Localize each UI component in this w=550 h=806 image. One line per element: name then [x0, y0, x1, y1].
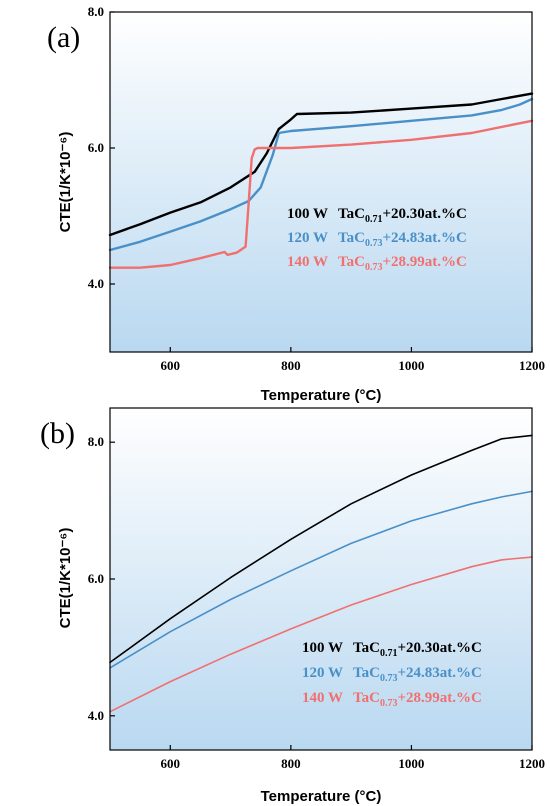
- legend-entry-2: 140 W TaC0.73+28.99at.%C: [287, 254, 467, 273]
- series-line-0: [109, 434, 533, 664]
- x-tick-label: 600: [161, 358, 181, 373]
- legend-subscript: 0.73: [380, 673, 398, 684]
- legend-entry-0: 100 W TaC0.71+20.30at.%C: [302, 640, 482, 659]
- y-tick-label: 4.0: [88, 708, 104, 723]
- legend-entry-0: 100 W TaC0.71+20.30at.%C: [287, 206, 467, 225]
- legend-composition: +28.99at.%C: [397, 690, 481, 706]
- legend-subscript: 0.73: [365, 262, 383, 273]
- y-axis-title: CTE(1/K*10⁻⁶): [57, 528, 74, 629]
- x-tick-label: 1200: [519, 358, 545, 373]
- plot-background: [110, 408, 532, 750]
- x-tick-label: 800: [281, 358, 301, 373]
- legend-formula: TaC: [353, 640, 380, 656]
- legend-subscript: 0.73: [365, 238, 383, 249]
- legend-formula: TaC: [338, 206, 365, 222]
- legend-subscript: 0.71: [365, 214, 383, 225]
- y-tick-label: 6.0: [88, 140, 104, 155]
- legend-formula: TaC: [353, 665, 380, 681]
- series-line-2: [109, 556, 533, 713]
- legend-composition: +20.30at.%C: [397, 640, 481, 656]
- legend-composition: +24.83at.%C: [397, 665, 481, 681]
- y-tick-label: 6.0: [88, 571, 104, 586]
- legend-power: 120 W: [287, 230, 328, 246]
- legend-formula: TaC: [338, 254, 365, 270]
- y-tick-label: 8.0: [88, 4, 104, 19]
- x-tick-label: 800: [281, 756, 301, 771]
- series-line-0: [108, 92, 534, 237]
- legend-formula: TaC: [353, 690, 380, 706]
- legend-formula: TaC: [338, 230, 365, 246]
- x-tick-label: 1200: [519, 756, 545, 771]
- panel-label: (b): [40, 417, 75, 450]
- series-line-1: [109, 490, 533, 669]
- x-axis-title: Temperature (°C): [261, 387, 382, 404]
- series-line-1: [108, 97, 534, 252]
- legend-power: 100 W: [302, 640, 343, 656]
- legend-composition: +20.30at.%C: [382, 206, 466, 222]
- plot-background: [110, 12, 532, 352]
- x-axis-title: Temperature (°C): [261, 788, 382, 805]
- y-tick-label: 4.0: [88, 276, 104, 291]
- chart-panel-b: 600 800 1000 1200 4.0 6.0 8.0 (b) Temperature (°…: [40, 407, 545, 805]
- legend-composition: +28.99at.%C: [382, 254, 466, 270]
- panel-label: (a): [47, 21, 80, 54]
- x-tick-label: 600: [161, 756, 181, 771]
- legend-power: 140 W: [287, 254, 328, 270]
- legend-entry-2: 140 W TaC0.73+28.99at.%C: [302, 690, 482, 709]
- y-axis-title: CTE(1/K*10⁻⁶): [57, 132, 74, 233]
- y-tick-label: 8.0: [88, 434, 104, 449]
- x-tick-label: 1000: [398, 358, 424, 373]
- x-tick-label: 1000: [398, 756, 424, 771]
- legend-power: 120 W: [302, 665, 343, 681]
- legend-composition: +24.83at.%C: [382, 230, 466, 246]
- series-line-2: [108, 119, 534, 269]
- chart-panel-a: 600 800 1000 1200 4.0 6.0 8.0 (a) Temperature (°…: [47, 4, 545, 404]
- legend-entry-1: 120 W TaC0.73+24.83at.%C: [287, 230, 467, 249]
- legend-power: 140 W: [302, 690, 343, 706]
- plot-frame: [109, 11, 533, 353]
- legend-subscript: 0.71: [380, 648, 398, 659]
- legend-entry-1: 120 W TaC0.73+24.83at.%C: [302, 665, 482, 684]
- legend-subscript: 0.73: [380, 698, 398, 709]
- legend-power: 100 W: [287, 206, 328, 222]
